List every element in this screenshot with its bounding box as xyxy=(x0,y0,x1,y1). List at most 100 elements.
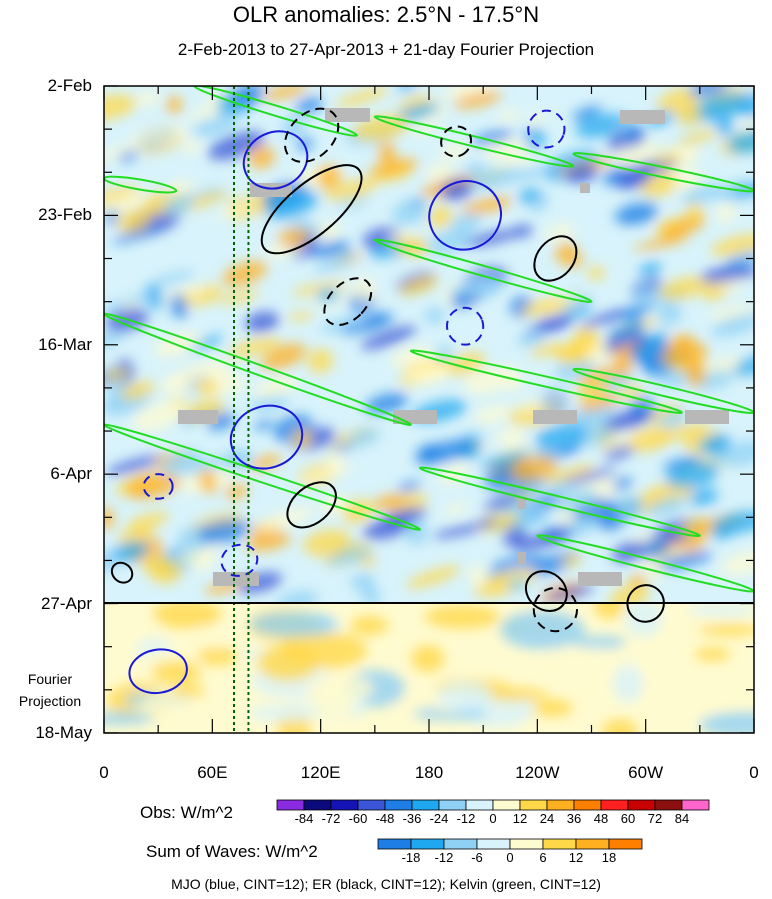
obs-anomaly-blob xyxy=(678,129,719,145)
obs-anomaly-blob xyxy=(257,507,314,532)
obs-anomaly-blob xyxy=(733,184,754,196)
projection-anomaly-blob xyxy=(692,675,748,708)
colorbar-tick-label: 84 xyxy=(674,811,690,826)
mjo-contour xyxy=(128,648,188,695)
er-contour xyxy=(533,235,578,282)
colorbar-tick-label: 36 xyxy=(566,811,582,826)
obs-anomaly-blob xyxy=(382,507,427,526)
obs-anomaly-blob xyxy=(152,271,195,285)
er-contour xyxy=(524,570,568,612)
colorbar-cell xyxy=(575,838,610,850)
er-contour xyxy=(626,584,665,623)
obs-anomaly-blob xyxy=(427,229,472,255)
obs-anomaly-blob xyxy=(170,293,188,319)
missing-data-bar xyxy=(213,572,259,586)
obs-anomaly-blob xyxy=(196,379,219,396)
obs-anomaly-blob xyxy=(543,464,596,484)
obs-anomaly-blob xyxy=(604,444,637,460)
projection-anomaly-blob xyxy=(107,619,157,637)
obs-anomaly-blob xyxy=(435,345,454,361)
obs-anomaly-blob xyxy=(638,261,662,276)
obs-anomaly-blob xyxy=(710,233,754,257)
obs-anomaly-blob xyxy=(249,454,282,470)
obs-anomaly-blob xyxy=(127,512,169,530)
colorbar-tick-label: -24 xyxy=(429,811,449,826)
colorbar-tick-label: 48 xyxy=(593,811,609,826)
missing-data-bar xyxy=(518,497,526,509)
obs-anomaly-blob xyxy=(629,427,673,453)
obs-anomaly-blob xyxy=(451,276,503,297)
obs-anomaly-blob xyxy=(520,298,570,316)
colorbar-cell xyxy=(654,799,683,811)
obs-anomaly-blob xyxy=(469,564,488,588)
obs-anomaly-blob xyxy=(615,203,658,225)
obs-anomaly-blob xyxy=(207,131,265,160)
obs-anomaly-blob xyxy=(254,376,299,398)
obs-anomaly-blob xyxy=(326,548,374,566)
obs-anomaly-blob xyxy=(215,205,250,218)
missing-data-bar xyxy=(580,183,590,193)
obs-anomaly-blob xyxy=(511,455,558,482)
obs-anomaly-blob xyxy=(638,538,669,559)
projection-anomaly-blob xyxy=(532,699,573,717)
obs-anomaly-blob xyxy=(130,124,187,148)
obs-anomaly-blob xyxy=(587,266,605,281)
projection-anomaly-blob xyxy=(474,687,548,702)
obs-anomaly-blob xyxy=(615,171,651,190)
obs-anomaly-blob xyxy=(612,477,633,490)
y-tick-label: 23-Feb xyxy=(38,205,92,225)
obs-anomaly-blob xyxy=(579,309,629,329)
obs-anomaly-blob xyxy=(350,573,375,591)
obs-anomaly-blob xyxy=(131,400,187,432)
er-contour xyxy=(440,125,473,158)
obs-anomaly-blob xyxy=(134,92,161,106)
obs-anomaly-blob xyxy=(496,426,525,444)
obs-anomaly-blob xyxy=(461,196,513,215)
obs-anomaly-blob xyxy=(484,494,520,511)
colorbar-cell xyxy=(276,799,305,811)
projection-anomaly-blob xyxy=(424,605,501,629)
obs-anomaly-blob xyxy=(110,541,149,563)
y-tick-label: 2-Feb xyxy=(47,76,92,95)
y-tick-label: 18-May xyxy=(35,723,92,742)
colorbar-cell xyxy=(465,799,494,811)
colorbar-cell xyxy=(443,838,478,850)
obs-anomaly-blob xyxy=(197,519,250,544)
colorbar-cell xyxy=(330,799,359,811)
obs-anomaly-blob xyxy=(120,381,155,401)
colorbar-tick-label: -12 xyxy=(456,811,476,826)
kelvin-contours xyxy=(104,86,754,593)
er-contour xyxy=(323,277,373,326)
colorbar-cell xyxy=(384,799,413,811)
obs-anomaly-blob xyxy=(497,110,519,121)
obs-anomaly-blob xyxy=(696,92,749,119)
colorbar-tick-label: -12 xyxy=(434,850,454,865)
colorbar-cell xyxy=(519,799,548,811)
projection-anomaly-blob xyxy=(136,692,193,732)
kelvin-contour xyxy=(373,115,575,168)
obs-anomaly-blob xyxy=(253,419,275,430)
obs-anomaly-blob xyxy=(342,498,374,524)
obs-anomaly-blob xyxy=(246,532,292,552)
missing-data-bar xyxy=(178,410,218,424)
obs-anomaly-blob xyxy=(277,227,310,247)
projection-note-line1: Fourier xyxy=(27,671,73,687)
chart-title: OLR anomalies: 2.5°N - 17.5°N xyxy=(232,2,540,27)
obs-anomaly-blob xyxy=(367,159,419,177)
obs-field xyxy=(104,86,754,603)
colorbar-tick-label: -6 xyxy=(471,850,483,865)
obs-anomaly-blob xyxy=(572,106,602,121)
obs-anomaly-blob xyxy=(628,574,647,588)
mjo-contour xyxy=(428,180,502,251)
kelvin-contour xyxy=(373,238,593,303)
obs-anomaly-blob xyxy=(688,86,729,97)
colorbar-tick-label: -36 xyxy=(402,811,422,826)
obs-anomaly-blob xyxy=(535,313,573,327)
obs-anomaly-blob xyxy=(298,464,353,484)
obs-anomaly-blob xyxy=(577,393,623,412)
obs-anomaly-blob xyxy=(716,203,736,223)
obs-anomaly-blob xyxy=(199,469,218,494)
obs-anomaly-blob xyxy=(183,139,201,154)
obs-anomaly-blob xyxy=(634,235,689,251)
obs-anomaly-blob xyxy=(700,264,754,284)
